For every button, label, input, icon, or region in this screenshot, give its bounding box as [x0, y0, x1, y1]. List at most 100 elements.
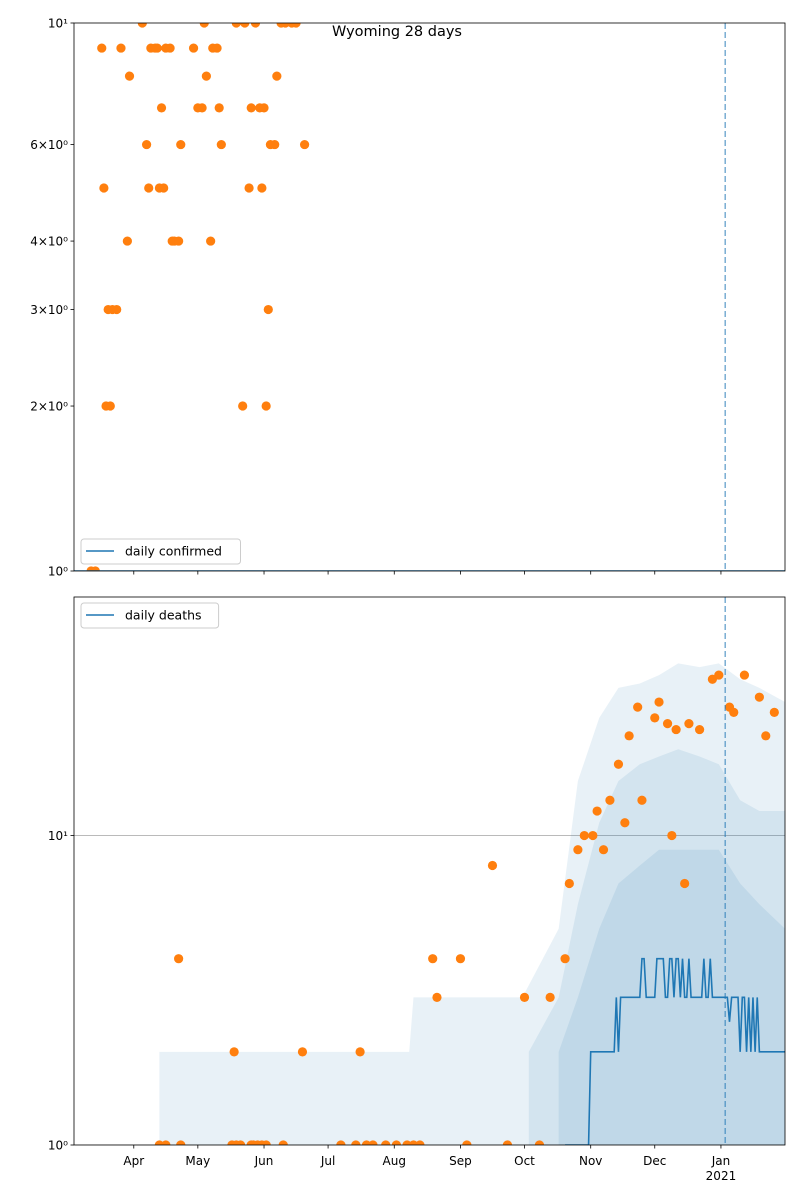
x-tick-label: Jan 2021 — [706, 1154, 737, 1183]
scatter-point — [90, 566, 100, 571]
plot-area — [74, 663, 785, 1145]
scatter-point — [116, 43, 126, 53]
axes-frame — [73, 22, 786, 572]
scatter-point — [624, 731, 634, 741]
y-tick-label: 2×10⁰ — [30, 400, 68, 414]
scatter-point — [502, 1140, 513, 1145]
scatter-point — [246, 103, 256, 113]
scatter-point — [368, 1140, 378, 1145]
scatter-point — [637, 795, 647, 805]
scatter-point — [206, 236, 216, 246]
scatter-point — [176, 1140, 186, 1145]
x-tick-label: Dec — [643, 1154, 666, 1168]
scatter-point — [754, 692, 764, 702]
scatter-point — [270, 139, 280, 150]
scatter-point — [105, 401, 115, 411]
scatter-point — [680, 878, 690, 889]
scatter-point — [739, 670, 750, 680]
legend-label: daily confirmed — [125, 544, 222, 559]
scatter-point — [633, 702, 643, 712]
scatter-point — [201, 71, 211, 81]
scatter-point — [229, 1047, 239, 1057]
y-tick-label: 10¹ — [48, 829, 68, 843]
scatter-point — [299, 139, 310, 150]
legend-label: daily deaths — [125, 608, 202, 623]
scatter-point — [152, 43, 162, 53]
scatter-point — [156, 103, 167, 113]
scatter-point — [257, 183, 267, 193]
scatter-point — [240, 23, 250, 28]
scatter-point — [159, 183, 169, 193]
scatter-point — [694, 724, 705, 735]
scatter-point — [174, 954, 184, 964]
scatter-point — [216, 139, 226, 150]
y-tick-label: 3×10⁰ — [30, 303, 68, 317]
scatter-point — [137, 23, 147, 28]
scatter-point — [261, 401, 271, 411]
scatter-point — [391, 1140, 402, 1145]
scatter-point — [278, 1140, 288, 1145]
y-tick-label: 10⁰ — [48, 1139, 68, 1153]
scatter-point — [244, 183, 254, 193]
y-tick-label: 10⁰ — [48, 565, 68, 579]
scatter-point — [144, 183, 154, 193]
legend-box — [80, 602, 220, 629]
scatter-point — [141, 139, 152, 150]
scatter-point — [165, 43, 175, 53]
scatter-point — [231, 23, 241, 28]
scatter-point — [519, 992, 530, 1002]
scatter-point — [560, 954, 570, 964]
scatter-point — [714, 670, 724, 680]
confidence-band — [159, 663, 785, 1145]
y-tick-label: 10¹ — [48, 17, 68, 31]
scatter-point — [534, 1140, 545, 1145]
scatter-point — [588, 830, 598, 841]
y-tick-label: 6×10⁰ — [30, 138, 68, 152]
scatter-point — [250, 23, 261, 28]
plot-area — [74, 23, 785, 571]
scatter-point — [729, 707, 739, 717]
confidence-band — [528, 749, 785, 1145]
x-tick-label: Sep — [449, 1154, 472, 1168]
scatter-point — [761, 731, 771, 741]
scatter-point — [112, 304, 122, 315]
x-tick-label: May — [185, 1154, 210, 1168]
axes-frame — [73, 596, 786, 1146]
scatter-point — [176, 139, 186, 150]
scatter-point — [188, 43, 199, 53]
scatter-point — [122, 236, 132, 246]
x-tick-label: Jul — [320, 1154, 335, 1168]
scatter-point — [272, 71, 282, 81]
scatter-point — [654, 697, 664, 707]
scatter-point — [487, 860, 498, 871]
scatter-point — [432, 992, 442, 1002]
scatter-point — [197, 103, 207, 113]
scatter-point — [769, 707, 779, 717]
scatter-point — [381, 1140, 391, 1145]
scatter-point — [336, 1140, 346, 1145]
scatter-point — [579, 830, 589, 841]
scatter-point — [592, 806, 602, 816]
x-tick-label: Jun — [254, 1154, 274, 1168]
scatter-point — [545, 992, 555, 1002]
scatter-point — [212, 43, 222, 53]
scatter-point — [199, 23, 209, 28]
scatter-point — [259, 103, 269, 113]
chart-title: Wyoming 28 days — [332, 24, 462, 40]
scatter-point — [462, 1140, 472, 1145]
scatter-point — [605, 795, 615, 805]
scatter-point — [455, 954, 466, 964]
scatter-point — [613, 759, 624, 769]
scatter-point — [261, 1140, 271, 1145]
scatter-point — [351, 1140, 361, 1145]
scatter-point — [97, 43, 107, 53]
y-tick-label: 4×10⁰ — [30, 235, 68, 249]
x-tick-label: Oct — [514, 1154, 535, 1168]
scatter-point — [428, 954, 438, 964]
scatter-point — [598, 845, 609, 855]
scatter-point — [650, 713, 660, 723]
scatter-point — [174, 236, 184, 246]
scatter-point — [235, 1140, 246, 1145]
scatter-point — [620, 818, 630, 828]
